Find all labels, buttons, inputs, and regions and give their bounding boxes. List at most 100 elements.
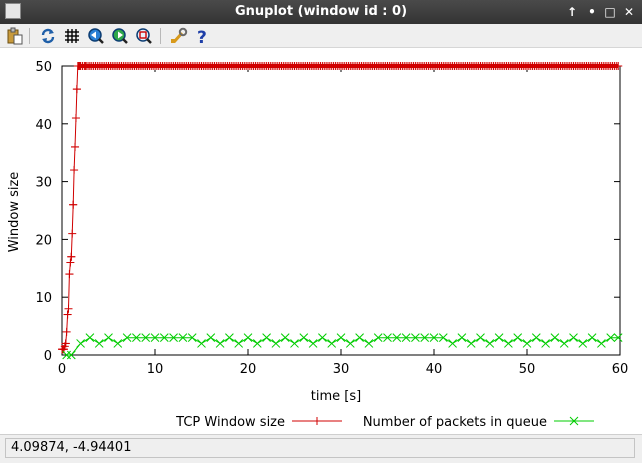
- data-point: [66, 350, 76, 360]
- data-point: [67, 252, 76, 261]
- data-point: [448, 339, 457, 348]
- data-point: [71, 114, 80, 123]
- data-point: [94, 339, 104, 348]
- data-point: [206, 333, 216, 343]
- data-point: [550, 333, 560, 343]
- data-point: [197, 339, 206, 348]
- data-point: [70, 166, 79, 175]
- x-tick-label: 60: [612, 362, 629, 377]
- data-point: [318, 333, 327, 343]
- zoom-next-icon[interactable]: [111, 27, 129, 45]
- data-point: [61, 339, 70, 348]
- data-point: [104, 333, 113, 343]
- data-point: [587, 333, 597, 343]
- gnuplot-app-icon: [5, 3, 21, 19]
- data-point: [569, 333, 578, 343]
- data-point: [531, 333, 541, 343]
- data-point: [485, 339, 495, 348]
- data-point: [215, 339, 225, 348]
- x-tick-label: 0: [58, 362, 66, 377]
- data-point: [141, 333, 151, 343]
- legend-marker-packets-in-queue: [569, 416, 579, 426]
- x-tick-label: 30: [333, 362, 350, 377]
- title-bar: Gnuplot (window id : 0) ↑ • □ ✕: [0, 0, 642, 24]
- data-point: [429, 333, 439, 343]
- replot-icon[interactable]: [39, 27, 57, 45]
- data-point: [299, 333, 309, 343]
- data-point: [66, 258, 75, 267]
- data-point: [420, 333, 430, 343]
- grid-icon[interactable]: [63, 27, 81, 45]
- data-point: [234, 339, 244, 348]
- data-point: [280, 333, 290, 343]
- data-point: [541, 339, 550, 348]
- mouse-coordinates: 4.09874, -4.94401: [5, 438, 635, 458]
- zoom-previous-icon[interactable]: [87, 27, 105, 45]
- copy-to-clipboard-icon[interactable]: [6, 27, 24, 45]
- data-point: [72, 85, 81, 94]
- unzoom-icon[interactable]: [135, 27, 153, 45]
- keep-above-button[interactable]: ↑: [566, 5, 578, 19]
- data-point: [187, 333, 197, 343]
- plot-canvas[interactable]: 0 10 20 30 40 50 60 0 10 20 30 40 50 Window size tim…: [0, 48, 642, 434]
- data-point: [71, 142, 80, 151]
- data-point: [513, 333, 523, 343]
- data-point: [522, 339, 532, 348]
- data-point: [169, 333, 178, 343]
- settings-icon[interactable]: [170, 27, 188, 45]
- data-point: [494, 333, 504, 343]
- x-tick-label: 50: [519, 362, 536, 377]
- y-tick-label: 30: [35, 176, 52, 191]
- data-point: [68, 229, 77, 238]
- legend-marker-tcp-window-size: [313, 417, 321, 425]
- x-axis-label: time [s]: [311, 389, 361, 404]
- toolbar: ?: [0, 24, 642, 48]
- help-icon[interactable]: ?: [194, 27, 212, 45]
- data-point: [271, 339, 281, 348]
- data-point: [76, 339, 85, 348]
- data-point: [308, 339, 318, 348]
- y-tick-label: 50: [35, 60, 52, 75]
- data-point: [159, 333, 169, 343]
- data-point: [613, 333, 623, 343]
- legend-label-tcp-window-size: TCP Window size: [175, 415, 285, 430]
- x-tick-label: 20: [240, 362, 257, 377]
- toolbar-separator: [160, 28, 161, 44]
- data-point: [178, 333, 188, 343]
- data-point: [559, 339, 569, 348]
- data-point: [225, 333, 234, 343]
- data-point: [122, 333, 132, 343]
- data-point: [401, 333, 411, 343]
- close-button[interactable]: ✕: [623, 5, 635, 19]
- y-axis-label: Window size: [7, 172, 22, 253]
- svg-text:?: ?: [197, 28, 207, 45]
- data-point: [383, 333, 392, 343]
- data-point: [373, 333, 383, 343]
- data-point: [476, 333, 485, 343]
- data-point: [355, 333, 364, 343]
- minimize-button[interactable]: •: [588, 5, 596, 19]
- data-point: [578, 339, 588, 348]
- data-point: [113, 339, 123, 348]
- data-point: [132, 333, 141, 343]
- data-point: [85, 333, 95, 343]
- window-title: Gnuplot (window id : 0): [234, 4, 408, 19]
- data-point: [65, 270, 74, 279]
- data-point: [392, 333, 402, 343]
- data-point: [411, 333, 420, 343]
- data-point: [327, 339, 337, 348]
- maximize-button[interactable]: □: [604, 5, 616, 19]
- data-point: [504, 339, 513, 348]
- data-point: [290, 339, 299, 348]
- data-point: [69, 200, 78, 209]
- data-point: [64, 304, 73, 313]
- toolbar-separator: [29, 28, 30, 44]
- data-point: [63, 310, 72, 319]
- data-point: [606, 333, 616, 343]
- data-point: [364, 339, 374, 348]
- y-tick-label: 0: [44, 349, 52, 364]
- data-point: [62, 327, 71, 336]
- data-point: [252, 339, 262, 348]
- data-point: [345, 339, 355, 348]
- data-point: [466, 339, 476, 348]
